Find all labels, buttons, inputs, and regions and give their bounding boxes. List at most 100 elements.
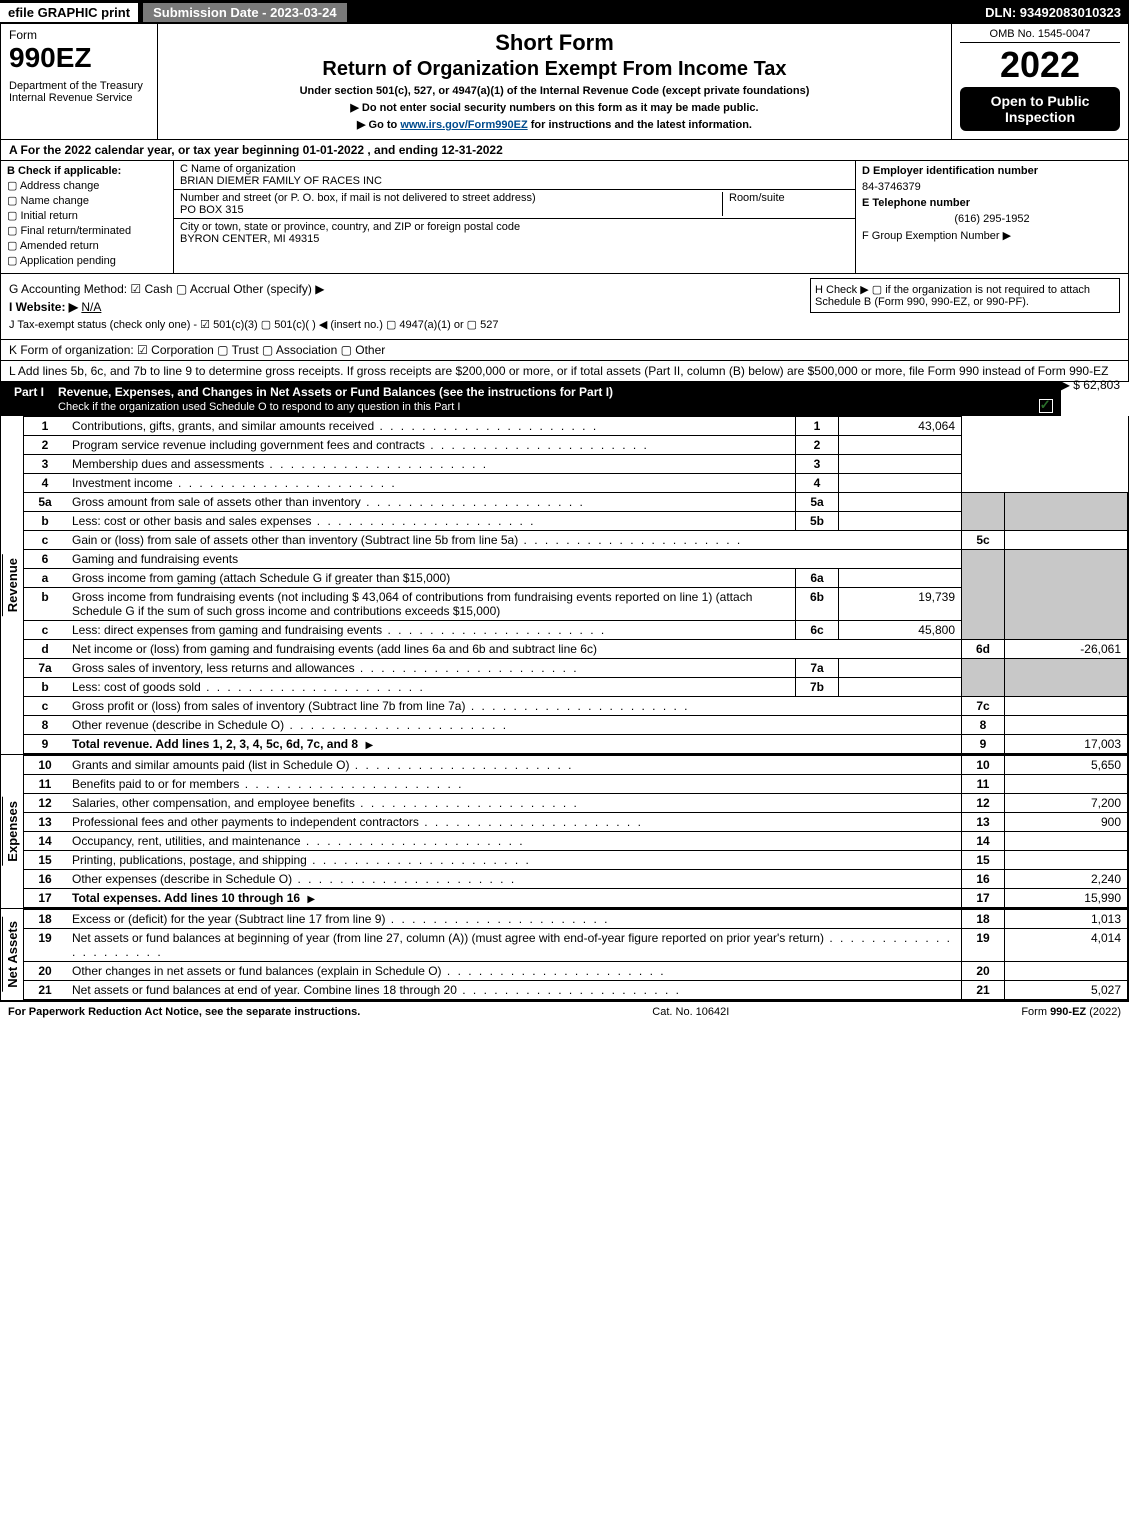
- line-19: 19Net assets or fund balances at beginni…: [24, 929, 1128, 962]
- l-row: L Add lines 5b, 6c, and 7b to line 9 to …: [0, 361, 1129, 382]
- street-row: Number and street (or P. O. box, if mail…: [174, 190, 855, 219]
- org-name-row: C Name of organization BRIAN DIEMER FAMI…: [174, 161, 855, 190]
- part1-check-note: Check if the organization used Schedule …: [58, 401, 460, 413]
- line-3: 3Membership dues and assessments3: [24, 455, 1128, 474]
- line-10: 10Grants and similar amounts paid (list …: [24, 756, 1128, 775]
- expenses-table: 10Grants and similar amounts paid (list …: [24, 755, 1128, 908]
- f-label: F Group Exemption Number ▶: [862, 229, 1122, 242]
- form-number: 990EZ: [9, 42, 149, 74]
- note-goto-pre: ▶ Go to: [357, 119, 400, 131]
- line-6: 6Gaming and fundraising events: [24, 550, 1128, 569]
- e-label: E Telephone number: [862, 197, 970, 209]
- street-label: Number and street (or P. O. box, if mail…: [180, 192, 722, 204]
- chk-initial-return[interactable]: ▢ Initial return: [7, 209, 167, 222]
- i-value: N/A: [81, 300, 101, 314]
- footer-right: Form 990-EZ (2022): [1021, 1006, 1121, 1018]
- revenue-wrap: Revenue 1Contributions, gifts, grants, a…: [0, 416, 1129, 754]
- submission-date-label: Submission Date - 2023-03-24: [142, 2, 348, 23]
- revenue-table: 1Contributions, gifts, grants, and simil…: [24, 416, 1128, 754]
- d-label: D Employer identification number: [862, 165, 1038, 177]
- title-short-form: Short Form: [166, 30, 943, 56]
- section-c: C Name of organization BRIAN DIEMER FAMI…: [174, 161, 855, 273]
- j-row: J Tax-exempt status (check only one) - ☑…: [9, 318, 1120, 331]
- line-2: 2Program service revenue including gover…: [24, 436, 1128, 455]
- note-goto: ▶ Go to www.irs.gov/Form990EZ for instru…: [166, 118, 943, 131]
- expenses-side-label: Expenses: [1, 755, 24, 908]
- title-return: Return of Organization Exempt From Incom…: [166, 58, 943, 81]
- efile-print-label[interactable]: efile GRAPHIC print: [0, 3, 138, 22]
- form-header-center: Short Form Return of Organization Exempt…: [158, 24, 952, 139]
- line-13: 13Professional fees and other payments t…: [24, 813, 1128, 832]
- netassets-table: 18Excess or (deficit) for the year (Subt…: [24, 909, 1128, 1000]
- line-7c: cGross profit or (loss) from sales of in…: [24, 697, 1128, 716]
- arrow-icon: [361, 737, 377, 751]
- note-goto-post: for instructions and the latest informat…: [528, 119, 752, 131]
- l-text: L Add lines 5b, 6c, and 7b to line 9 to …: [9, 364, 1108, 378]
- part1-label: Part I: [8, 385, 50, 413]
- line-14: 14Occupancy, rent, utilities, and mainte…: [24, 832, 1128, 851]
- form-header-right: OMB No. 1545-0047 2022 Open to Public In…: [952, 24, 1128, 139]
- d-value: 84-3746379: [862, 181, 1122, 193]
- city-row: City or town, state or province, country…: [174, 219, 855, 247]
- k-row: K Form of organization: ☑ Corporation ▢ …: [0, 340, 1129, 361]
- netassets-wrap: Net Assets 18Excess or (deficit) for the…: [0, 908, 1129, 1001]
- h-box: H Check ▶ ▢ if the organization is not r…: [810, 278, 1120, 313]
- open-to-public: Open to Public Inspection: [960, 87, 1120, 131]
- omb-label: OMB No. 1545-0047: [960, 28, 1120, 43]
- expenses-wrap: Expenses 10Grants and similar amounts pa…: [0, 754, 1129, 908]
- revenue-side-label: Revenue: [1, 416, 24, 754]
- line-20: 20Other changes in net assets or fund ba…: [24, 962, 1128, 981]
- line-7a: 7aGross sales of inventory, less returns…: [24, 659, 1128, 678]
- chk-final-return[interactable]: ▢ Final return/terminated: [7, 224, 167, 237]
- line-17: 17Total expenses. Add lines 10 through 1…: [24, 889, 1128, 908]
- line-4: 4Investment income4: [24, 474, 1128, 493]
- line-16: 16Other expenses (describe in Schedule O…: [24, 870, 1128, 889]
- line-12: 12Salaries, other compensation, and empl…: [24, 794, 1128, 813]
- room-label: Room/suite: [729, 192, 849, 204]
- part1-header: Part I Revenue, Expenses, and Changes in…: [0, 382, 1061, 416]
- line-5c: cGain or (loss) from sale of assets othe…: [24, 531, 1128, 550]
- form-header: Form 990EZ Department of the Treasury In…: [0, 24, 1129, 140]
- line-9: 9Total revenue. Add lines 1, 2, 3, 4, 5c…: [24, 735, 1128, 754]
- footer: For Paperwork Reduction Act Notice, see …: [0, 1001, 1129, 1022]
- line-18: 18Excess or (deficit) for the year (Subt…: [24, 910, 1128, 929]
- line-1: 1Contributions, gifts, grants, and simil…: [24, 417, 1128, 436]
- ghij-section: H Check ▶ ▢ if the organization is not r…: [0, 274, 1129, 340]
- top-bar: efile GRAPHIC print Submission Date - 20…: [0, 0, 1129, 24]
- street-value: PO BOX 315: [180, 204, 722, 216]
- section-b: B Check if applicable: ▢ Address change …: [1, 161, 174, 273]
- irs-link[interactable]: www.irs.gov/Form990EZ: [400, 119, 527, 131]
- section-def: D Employer identification number 84-3746…: [855, 161, 1128, 273]
- chk-address-change[interactable]: ▢ Address change: [7, 179, 167, 192]
- section-b-label: B Check if applicable:: [7, 165, 121, 177]
- arrow-icon: [303, 891, 319, 905]
- line-21: 21Net assets or fund balances at end of …: [24, 981, 1128, 1000]
- dln-label: DLN: 93492083010323: [985, 5, 1129, 20]
- section-a: A For the 2022 calendar year, or tax yea…: [0, 140, 1129, 161]
- i-label: I Website: ▶: [9, 300, 78, 314]
- netassets-side-label: Net Assets: [1, 909, 24, 1000]
- chk-application-pending[interactable]: ▢ Application pending: [7, 254, 167, 267]
- chk-name-change[interactable]: ▢ Name change: [7, 194, 167, 207]
- section-a-text: A For the 2022 calendar year, or tax yea…: [9, 143, 503, 157]
- line-5a: 5aGross amount from sale of assets other…: [24, 493, 1128, 512]
- bc-grid: B Check if applicable: ▢ Address change …: [0, 161, 1129, 274]
- dept-label: Department of the Treasury Internal Reve…: [9, 80, 149, 104]
- tax-year: 2022: [960, 47, 1120, 83]
- l-value: ▶ $ 62,803: [1061, 378, 1120, 392]
- org-name-label: C Name of organization: [180, 163, 849, 175]
- line-8: 8Other revenue (describe in Schedule O)8: [24, 716, 1128, 735]
- part1-title: Revenue, Expenses, and Changes in Net As…: [50, 385, 1053, 413]
- subtitle: Under section 501(c), 527, or 4947(a)(1)…: [166, 85, 943, 97]
- footer-left: For Paperwork Reduction Act Notice, see …: [8, 1006, 360, 1018]
- line-15: 15Printing, publications, postage, and s…: [24, 851, 1128, 870]
- line-11: 11Benefits paid to or for members11: [24, 775, 1128, 794]
- org-name-value: BRIAN DIEMER FAMILY OF RACES INC: [180, 175, 849, 187]
- part1-schedule-o-check[interactable]: [1039, 399, 1053, 413]
- chk-amended-return[interactable]: ▢ Amended return: [7, 239, 167, 252]
- note-ssn: ▶ Do not enter social security numbers o…: [166, 101, 943, 114]
- footer-center: Cat. No. 10642I: [652, 1006, 729, 1018]
- city-label: City or town, state or province, country…: [180, 221, 849, 233]
- city-value: BYRON CENTER, MI 49315: [180, 233, 849, 245]
- e-value: (616) 295-1952: [862, 213, 1122, 225]
